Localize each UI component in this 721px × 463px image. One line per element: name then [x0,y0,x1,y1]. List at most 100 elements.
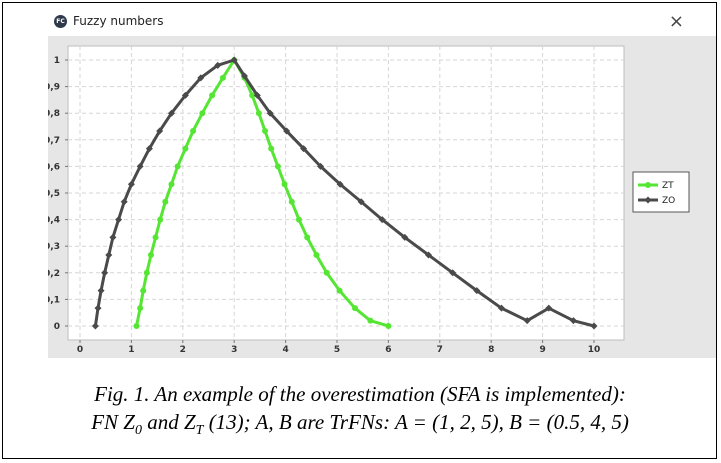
x-tick-label: 4 [282,345,288,355]
x-tick-label: 3 [231,345,237,355]
data-point-zt [288,198,295,205]
data-point-zo [401,233,409,241]
fuzzy-numbers-chart: 00,10,20,30,40,50,60,70,80,9101234567891… [48,45,690,355]
data-point-zo [266,109,274,117]
data-point-zo [181,91,189,99]
y-tick-label: 0,4 [48,216,60,226]
data-point-zt [133,323,140,329]
data-point-zt [295,216,302,223]
data-point-zo [473,287,481,295]
caption-line-1: Fig. 1. An example of the overestimation… [94,382,626,406]
data-point-zt [174,163,181,170]
data-point-zo [101,269,109,277]
data-point-zt [336,287,343,294]
data-point-zo [523,317,531,325]
data-point-zt [268,145,275,152]
data-point-zo [283,127,291,135]
data-point-zo [197,74,205,82]
legend-label-zo: ZO [662,196,675,206]
data-point-zo [300,145,308,153]
legend-marker-zo [644,196,652,204]
y-tick-label: 1 [54,56,60,66]
y-tick-label: 0,5 [48,189,60,199]
data-point-zo [230,56,238,64]
data-point-zo [424,251,432,259]
data-point-zt [385,323,392,329]
data-point-zo [109,233,117,241]
data-point-zo [94,304,102,312]
data-point-zt [168,181,175,188]
data-point-zt [190,128,197,135]
data-point-zo [156,127,164,135]
y-tick-label: 0,7 [48,136,60,146]
data-point-zo [105,251,113,259]
data-point-zt [367,317,374,324]
y-tick-label: 0,6 [48,162,60,172]
data-point-zo [120,198,128,206]
data-point-zo [378,216,386,224]
data-point-zo [136,162,144,170]
data-point-zo [115,216,123,224]
data-point-zt [199,110,206,117]
x-tick-label: 10 [588,345,601,355]
data-point-zo [145,145,153,153]
data-point-zt [274,163,281,170]
window-title: Fuzzy numbers [73,14,164,28]
data-point-zt [140,287,147,294]
app-icon: FC [54,15,67,28]
data-point-zo [91,322,99,330]
data-point-zt [219,74,226,81]
x-tick-label: 6 [385,345,391,355]
data-point-zt [147,251,154,258]
data-point-zo [545,304,553,312]
data-point-zo [497,304,505,312]
y-tick-label: 0,2 [48,269,60,279]
x-tick-label: 7 [437,345,443,355]
x-tick-label: 8 [488,345,494,355]
data-point-zt [313,251,320,258]
y-tick-label: 0 [54,322,60,332]
x-tick-label: 0 [77,345,83,355]
data-point-zo [449,269,457,277]
x-tick-label: 9 [539,345,545,355]
data-point-zt [262,128,269,135]
figure-caption: Fig. 1. An example of the overestimation… [10,380,710,445]
window-titlebar: FC Fuzzy numbers × [48,8,698,36]
data-point-zt [157,216,164,223]
data-point-zt [323,269,330,276]
y-tick-label: 0,8 [48,109,60,119]
data-point-zo [167,109,175,117]
x-tick-label: 2 [180,345,186,355]
data-point-zo [317,162,325,170]
data-point-zo [214,61,222,69]
data-point-zo [240,72,248,80]
data-point-zo [253,91,261,99]
data-point-zt [182,145,189,152]
data-point-zo [590,322,598,330]
data-point-zt [351,305,358,312]
x-tick-label: 1 [128,345,134,355]
y-tick-label: 0,9 [48,83,60,93]
data-point-zt [249,92,256,99]
legend-label-zt: ZT [662,181,674,191]
data-point-zt [281,181,288,188]
data-point-zt [162,198,169,205]
legend-marker-zt [645,182,651,188]
data-point-zt [152,234,159,241]
data-point-zt [209,92,216,99]
close-icon[interactable]: × [668,11,684,32]
data-point-zo [357,198,365,206]
data-point-zo [336,180,344,188]
data-point-zt [143,269,150,276]
plot-panel: 00,10,20,30,40,50,60,70,80,9101234567891… [48,36,716,358]
data-point-zt [304,234,311,241]
data-point-zo [97,287,105,295]
data-point-zt [137,305,144,312]
y-tick-label: 0,3 [48,242,60,252]
legend-box [632,171,690,213]
data-point-zt [255,110,262,117]
caption-line-2: FN Z0 and ZT (13); A, B are TrFNs: A = (… [91,410,629,439]
y-tick-label: 0,1 [48,295,60,305]
data-point-zo [569,317,577,325]
x-tick-label: 5 [334,345,340,355]
